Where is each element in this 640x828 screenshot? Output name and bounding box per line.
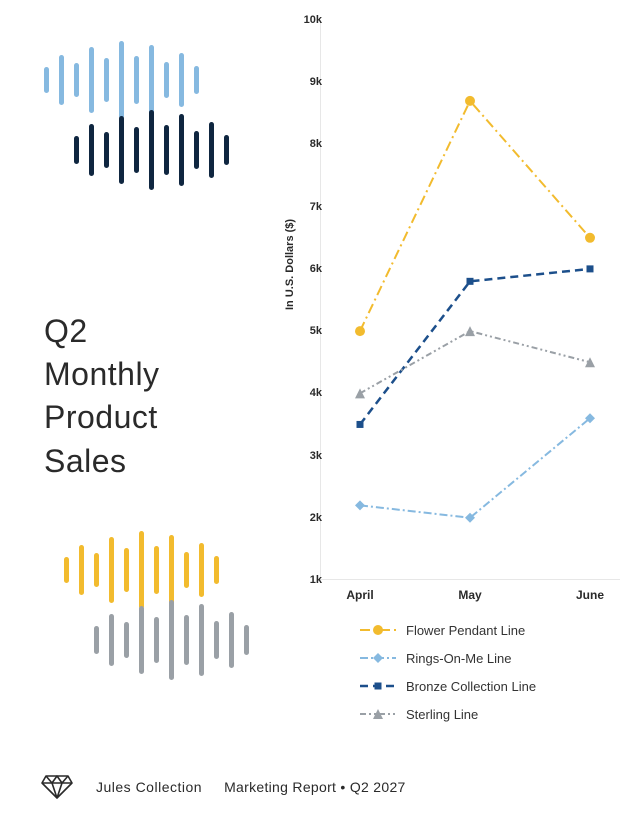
diamond-icon [40,774,74,800]
legend-label: Bronze Collection Line [406,679,536,694]
y-tick-label: 3k [310,450,322,462]
legend-swatch [360,678,396,694]
legend-item: Flower Pendant Line [360,620,536,640]
y-tick-label: 7k [310,201,322,213]
legend-swatch [360,622,396,638]
chart-plot-area [320,20,620,580]
chart-legend: Flower Pendant Line Rings-On-Me Line Bronz… [360,620,536,732]
page-footer: Jules Collection Marketing Report • Q2 2… [40,774,406,800]
x-tick-label: May [458,588,481,602]
x-tick-label: June [576,588,604,602]
sales-chart: In U.S. Dollars ($) 1k2k3k4k5k6k7k8k9k10… [290,20,626,610]
legend-label: Sterling Line [406,707,478,722]
brand-name: Jules Collection [96,779,202,795]
y-tick-label: 9k [310,76,322,88]
legend-item: Sterling Line [360,704,536,724]
heading-line: Product [44,396,160,439]
x-tick-label: April [346,588,373,602]
decorative-waves-top [40,30,260,215]
heading-line: Q2 [44,310,160,353]
legend-item: Bronze Collection Line [360,676,536,696]
y-tick-label: 6k [310,263,322,275]
heading-line: Sales [44,440,160,483]
legend-swatch [360,650,396,666]
page-title: Q2 Monthly Product Sales [44,310,160,483]
y-tick-label: 8k [310,138,322,150]
y-tick-label: 4k [310,387,322,399]
heading-line: Monthly [44,353,160,396]
legend-label: Rings-On-Me Line [406,651,512,666]
legend-swatch [360,706,396,722]
y-axis-label: In U.S. Dollars ($) [284,219,296,310]
legend-item: Rings-On-Me Line [360,648,536,668]
legend-label: Flower Pendant Line [406,623,525,638]
y-tick-label: 5k [310,325,322,337]
y-tick-label: 10k [304,14,322,26]
y-tick-label: 2k [310,512,322,524]
y-tick-label: 1k [310,574,322,586]
report-label: Marketing Report • Q2 2027 [224,779,406,795]
decorative-waves-bottom [60,520,280,705]
